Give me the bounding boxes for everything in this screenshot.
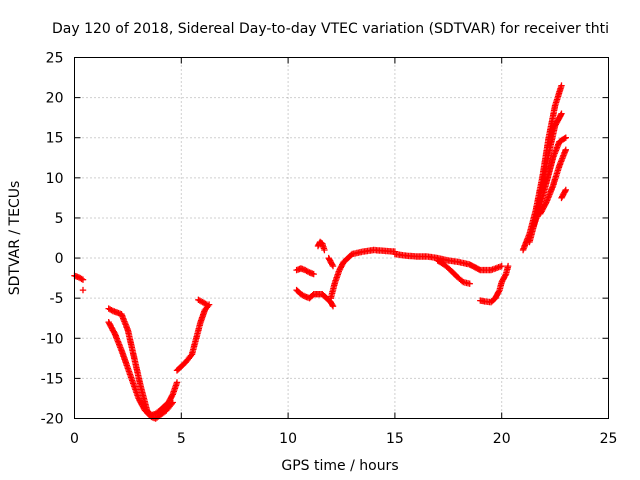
chart-title: Day 120 of 2018, Sidereal Day-to-day VTE… bbox=[52, 21, 609, 37]
data-series-track-n bbox=[477, 262, 512, 306]
y-tick-label: 0 bbox=[55, 251, 64, 267]
data-series-track-i bbox=[314, 238, 328, 254]
y-tick-label: 10 bbox=[46, 171, 64, 187]
y-tick-label: 25 bbox=[46, 51, 64, 67]
y-tick-label: 5 bbox=[55, 211, 64, 227]
plot-frame bbox=[74, 57, 609, 419]
y-tick-label: -20 bbox=[41, 412, 64, 428]
data-series-track-f bbox=[195, 296, 211, 308]
y-tick-label: 20 bbox=[46, 91, 64, 107]
data-series-track-r bbox=[536, 146, 569, 218]
y-tick-label: -15 bbox=[41, 371, 64, 387]
y-tick-label: -10 bbox=[41, 331, 64, 347]
data-series-track-k bbox=[327, 246, 399, 302]
y-axis-label: SDTVAR / TECUs bbox=[7, 181, 23, 296]
axes bbox=[74, 57, 609, 419]
x-axis-label: GPS time / hours bbox=[281, 458, 398, 474]
x-tick-label: 25 bbox=[600, 431, 618, 447]
data-series-track-j bbox=[325, 254, 337, 270]
tick-labels: 0 5 10 15 20 25 -20 -15 -10 -5 0 5 10 15 20 25 bbox=[41, 51, 618, 448]
data-series-track-e bbox=[173, 301, 213, 374]
data-series-track-m bbox=[434, 257, 473, 287]
data-series-track-d bbox=[105, 319, 176, 422]
x-tick-label: 20 bbox=[493, 431, 511, 447]
data-series-track-l bbox=[391, 250, 505, 274]
data-series-track-q bbox=[530, 134, 569, 230]
x-tick-label: 5 bbox=[177, 431, 186, 447]
y-tick-label: -5 bbox=[50, 291, 64, 307]
data-series-track-s bbox=[558, 186, 569, 202]
data-series-track-g bbox=[293, 265, 317, 278]
data-series-track-b bbox=[79, 286, 87, 294]
x-tick-label: 0 bbox=[70, 431, 79, 447]
data-series-track-h bbox=[293, 286, 337, 310]
grid bbox=[74, 57, 609, 419]
x-tick-label: 10 bbox=[279, 431, 297, 447]
x-tick-label: 15 bbox=[386, 431, 404, 447]
y-tick-label: 15 bbox=[46, 131, 64, 147]
